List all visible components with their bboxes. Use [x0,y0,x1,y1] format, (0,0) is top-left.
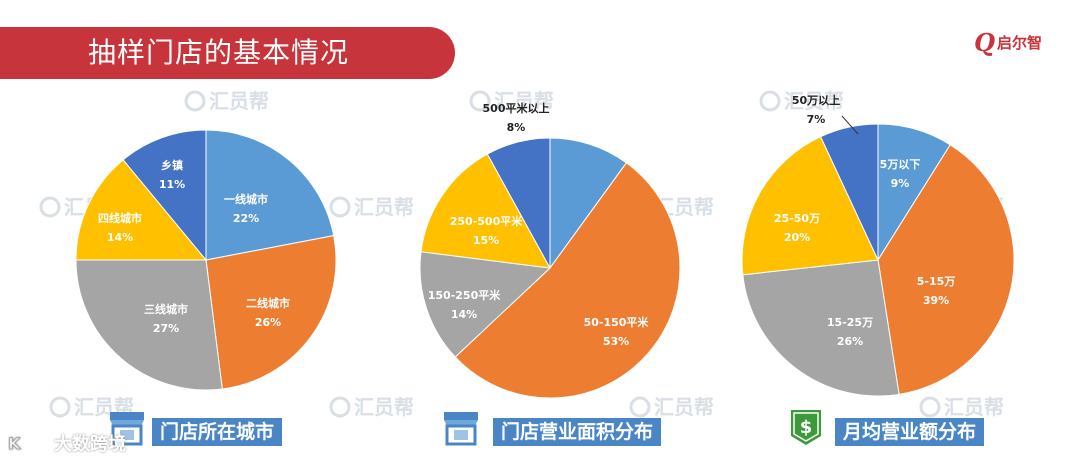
storefront-icon [106,406,148,448]
title-banner [0,27,455,79]
slice-value: 8% [507,121,526,134]
pie-slice [549,137,628,270]
leader-line [841,115,859,135]
watermark: 汇员帮 [629,395,714,419]
slice-value: 20% [784,231,810,244]
slice-label: 250-500平米 [450,214,523,228]
slice-label: 四线城市 [98,211,142,225]
slice-label: 50万以上 [792,93,840,107]
watermark-text: 汇员帮 [354,395,414,419]
pie-slice [454,162,681,399]
slice-value: 14% [107,231,133,244]
pie-slice [205,235,337,390]
watermark-text: 汇员帮 [354,195,414,219]
pie-chart-revenue: 5万以下 9% 5-15万 39% 15-25万 26% 25-50万 20% 50万以上 7% [741,93,1015,397]
watermark-text: 汇员帮 [784,89,844,113]
slice-value: 14% [451,308,477,321]
slice-label: 50-150平米 [584,315,650,329]
pie-slice [420,153,551,269]
pie-chart-area: 50-150平米 53% 150-250平米 14% 250-500平米 15% 500平米… [419,101,681,399]
watermark-text: 汇员帮 [494,89,554,113]
watermark: 汇员帮 [329,195,414,219]
slice-label: 一线城市 [224,192,268,206]
watermark-text: 汇员帮 [944,395,1004,419]
slice-label: 乡镇 [161,158,183,172]
watermark-text: 汇员帮 [209,89,269,113]
corner-watermark-icon: K [8,434,48,453]
watermark-text: 汇员帮 [654,395,714,419]
slice-value: 26% [837,335,863,348]
slice-label: 25-50万 [774,212,820,225]
watermark: 汇员帮 [919,395,1004,419]
logo-mark: Q [974,28,995,57]
corner-watermark: K 大数跨境 [8,430,126,456]
svg-text:$: $ [800,417,813,438]
watermark: 汇员帮 [329,395,414,419]
dollar-badge-icon: $ [785,406,827,448]
logo-text: 启尔智 [996,34,1042,52]
slice-value: 22% [233,212,259,225]
watermark: 汇员帮 [184,89,269,113]
pie-slice [122,129,207,262]
pie-chart-city: 一线城市 22% 二线城市 26% 三线城市 27% 四线城市 14% 乡镇 11% [75,129,337,391]
slice-value: 39% [923,294,949,307]
caption-revenue: 月均营业额分布 [835,418,985,446]
corner-watermark-text: 大数跨境 [54,434,126,455]
slice-label: 二线城市 [246,296,290,310]
pie-slice [75,259,223,391]
slice-value: 53% [603,335,629,348]
pie-slice [205,129,335,261]
caption-city: 门店所在城市 [152,418,283,446]
pie-slice [75,159,208,261]
caption-area: 门店营业面积分布 [493,418,662,446]
brand-logo: Q 启尔智 [974,28,1042,57]
svg-text:K: K [8,434,21,453]
slice-label: 5-15万 [917,275,956,288]
slice-label: 5万以下 [880,158,921,171]
page-title: 抽样门店的基本情况 [88,36,350,69]
slice-label: 15-25万 [827,316,873,329]
watermark: 汇员帮 [469,89,554,113]
pie-slice [877,144,1015,395]
pie-slice [742,259,900,397]
watermark: 汇员帮 [759,89,844,113]
pie-slice [486,137,551,269]
slice-value: 15% [473,234,499,247]
storefront-icon [440,406,482,448]
slice-value: 7% [807,113,826,126]
pie-slice [741,136,879,276]
slice-label: 500平米以上 [483,101,550,115]
slice-value: 9% [891,177,910,190]
slice-value: 26% [255,316,281,329]
slice-label: 三线城市 [144,302,188,316]
slice-value: 27% [153,322,179,335]
slice-value: 11% [159,178,185,191]
slice-label: 150-250平米 [428,288,501,302]
pie-slice [419,251,552,358]
pie-slice [819,123,879,261]
